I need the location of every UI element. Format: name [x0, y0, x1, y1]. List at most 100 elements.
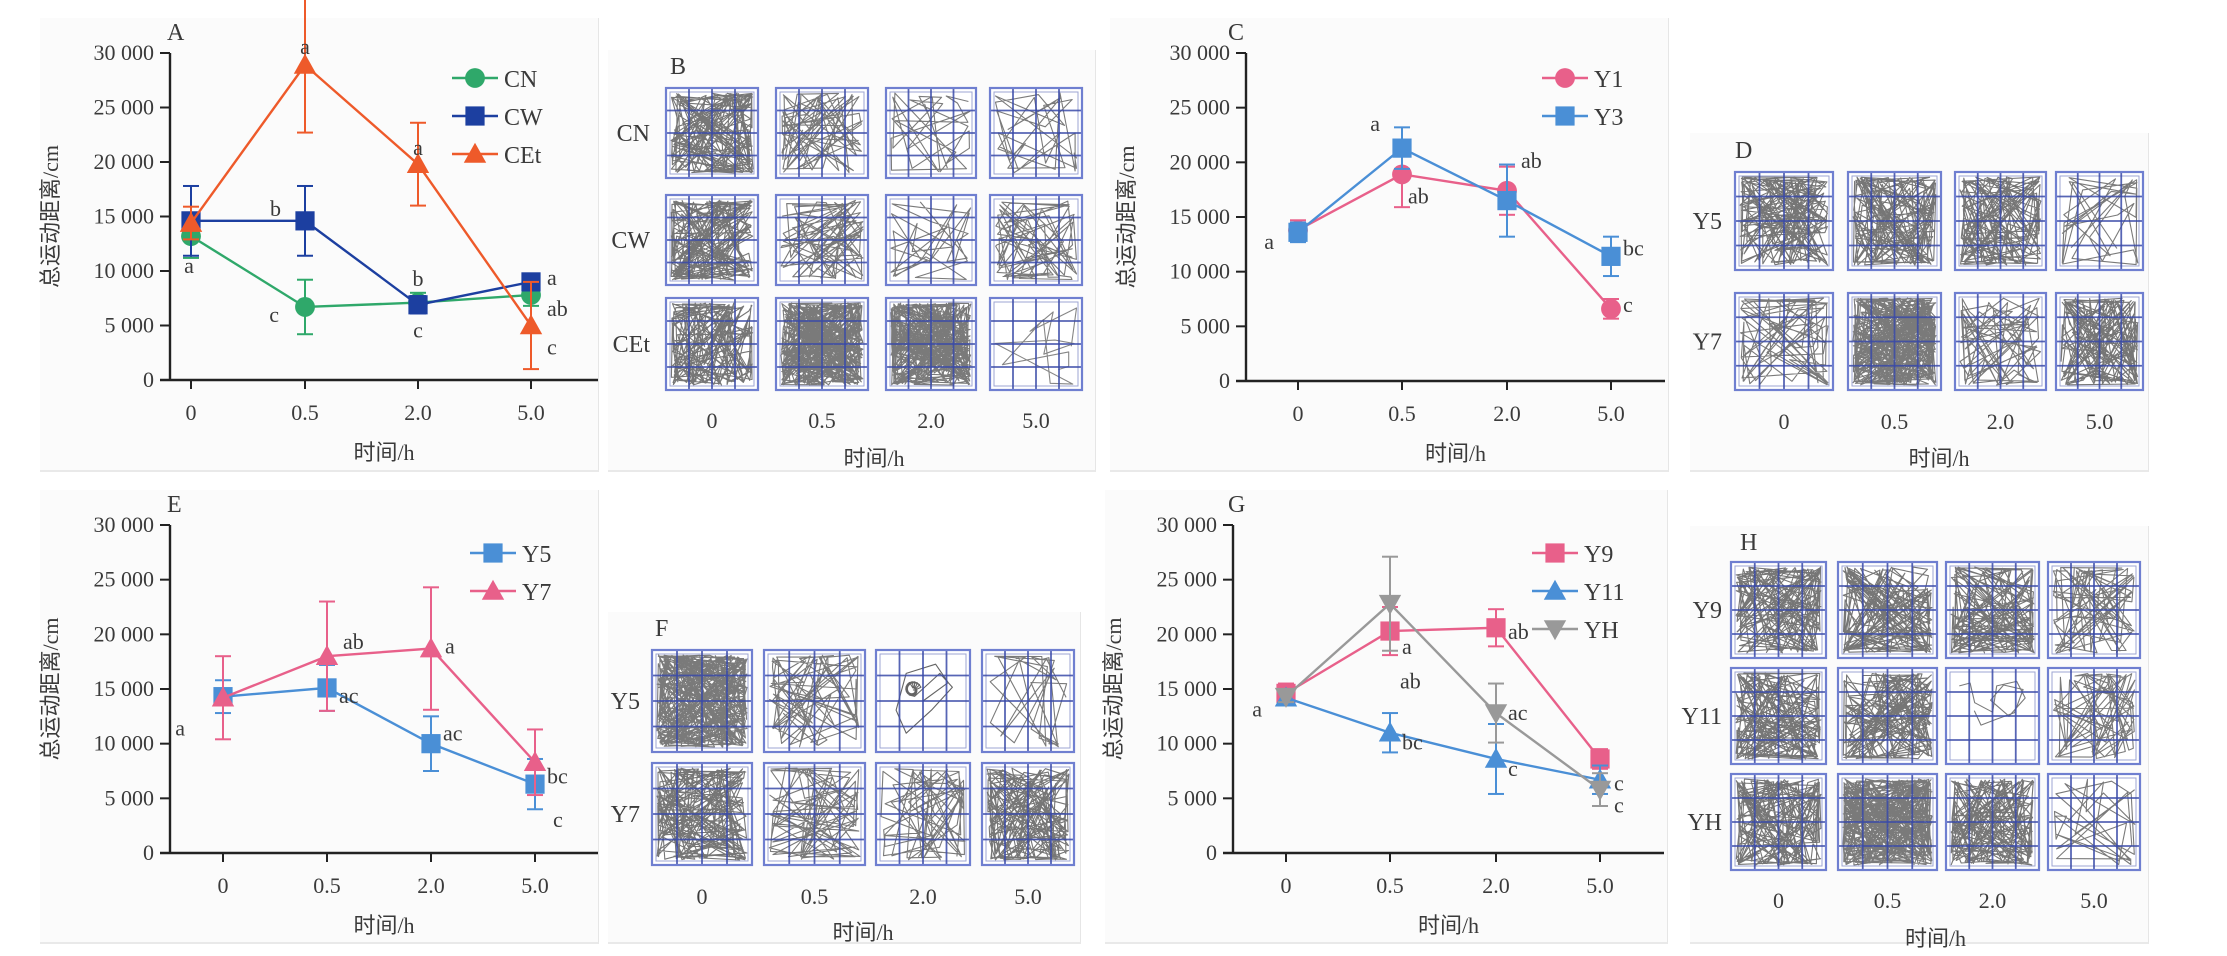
row-label: Y7 [611, 802, 640, 828]
significance-label: ab [1408, 183, 1429, 208]
y-tick-label: 5 000 [1168, 785, 1218, 810]
series-line [190, 63, 532, 327]
data-point [179, 211, 203, 232]
tracking-cell [1729, 560, 1828, 660]
legend-label: Y7 [522, 580, 551, 606]
row-label: YH [1687, 810, 1722, 836]
arena-inner-border [889, 91, 973, 175]
arena-inner-border [1949, 565, 2036, 655]
significance-label: ab [1521, 148, 1542, 173]
tracking-cell [1836, 560, 1939, 660]
row-label: Y7 [1693, 330, 1722, 356]
significance-label: a [547, 265, 557, 290]
column-label: 5.0 [2086, 409, 2114, 434]
arena-border [664, 296, 760, 392]
series-line [190, 235, 532, 309]
series-line [1285, 626, 1601, 760]
tracking-cell [2046, 772, 2142, 872]
arena-inner-border [1841, 565, 1934, 655]
arena-inner-border [879, 766, 967, 862]
arena-border [1733, 170, 1835, 272]
arena-border [650, 761, 754, 867]
tracking-cell [884, 193, 978, 287]
series-y11: bc c c [1274, 686, 1624, 796]
data-point [1274, 687, 1298, 708]
arena-border [1944, 772, 2041, 872]
tracking-cell [988, 86, 1084, 180]
tracking-cell [988, 193, 1084, 287]
significance-label: bc [1402, 730, 1423, 755]
tracking-cell [1944, 772, 2041, 872]
arena-border [2046, 666, 2142, 766]
trajectory-path [1735, 672, 1822, 760]
x-axis-title: 时间/h [843, 446, 904, 471]
series-line [1297, 173, 1612, 310]
y-tick-label: 25 000 [1157, 567, 1218, 592]
legend-circle-icon [465, 68, 485, 88]
tracking-cell [1733, 291, 1835, 392]
legend-item-yh: YH [1532, 618, 1619, 644]
arena-border [774, 86, 870, 180]
y-axis-title: 总运动距离/cm [1101, 618, 1126, 761]
arena-border [874, 648, 972, 754]
column-label: 2.0 [1987, 409, 2015, 434]
trajectory-path [890, 201, 972, 280]
trajectory-path [656, 767, 748, 861]
data-point [1392, 138, 1412, 158]
column-label: 5.0 [1022, 408, 1050, 433]
significance-label: c [1614, 771, 1624, 796]
panel-c: C 0 5 000 10 000 15 000 20 000 25 000 30 000 0 0.… [1110, 18, 1669, 472]
legend-square-icon [465, 106, 485, 126]
arena-border [2054, 170, 2145, 272]
data-point [1288, 222, 1308, 242]
trajectory-path [769, 654, 860, 748]
y-tick-label: 5 000 [105, 785, 155, 810]
significance-label: a [1370, 111, 1380, 136]
panel-f: F Y5 Y7 0 0.5 2.0 5.0 时间/h [608, 612, 1081, 945]
panel-g: G 0 5 000 10 000 15 000 20 000 25 000 30 000 0 0.… [1101, 490, 1668, 944]
trajectory-path [2061, 177, 2139, 266]
significance-label: a [1264, 229, 1274, 254]
x-axis-title: 时间/h [353, 440, 414, 465]
arena-border [988, 296, 1084, 392]
significance-label: a [1402, 634, 1412, 659]
tracking-cell [1846, 170, 1943, 272]
legend-triangle-icon [481, 579, 505, 600]
arena-border [650, 648, 754, 754]
data-point [406, 152, 430, 173]
significance-label: c [1508, 756, 1518, 781]
tracking-cell [664, 86, 760, 180]
panel-letter: A [167, 20, 185, 46]
x-tick-label: 2.0 [417, 873, 445, 898]
tracking-cell [650, 648, 754, 754]
tracking-cell [2054, 291, 2145, 392]
data-point [1588, 780, 1612, 801]
significance-label: b [270, 196, 281, 221]
panel-letter: E [167, 492, 182, 518]
x-tick-label: 5.0 [1597, 401, 1625, 426]
tracking-cell [1846, 291, 1943, 392]
data-point [295, 211, 315, 231]
arena-inner-border [1734, 777, 1823, 867]
arena-border [1953, 170, 2048, 272]
significance-label: a [413, 135, 423, 160]
arena-inner-border [1958, 175, 2043, 267]
x-tick-label: 0 [186, 400, 197, 425]
column-label: 0.5 [1874, 888, 1902, 913]
series-y7: ab a bc [211, 586, 568, 797]
trajectory-path [1959, 176, 2042, 266]
legend-label: CEt [504, 143, 542, 169]
row-label: Y5 [611, 689, 640, 715]
trajectory-path [1852, 176, 1937, 266]
series-line [222, 686, 536, 786]
arena-border [774, 193, 870, 287]
arena-border [884, 193, 978, 287]
y-axis-title: 总运动距离/cm [1114, 146, 1139, 289]
y-tick-label: 20 000 [1170, 149, 1231, 174]
arena-inner-border [2059, 175, 2140, 267]
trajectory-path [1842, 672, 1933, 760]
tracking-cell [2046, 560, 2142, 660]
x-tick-label: 5.0 [1586, 873, 1614, 898]
panel-letter: F [655, 616, 668, 642]
